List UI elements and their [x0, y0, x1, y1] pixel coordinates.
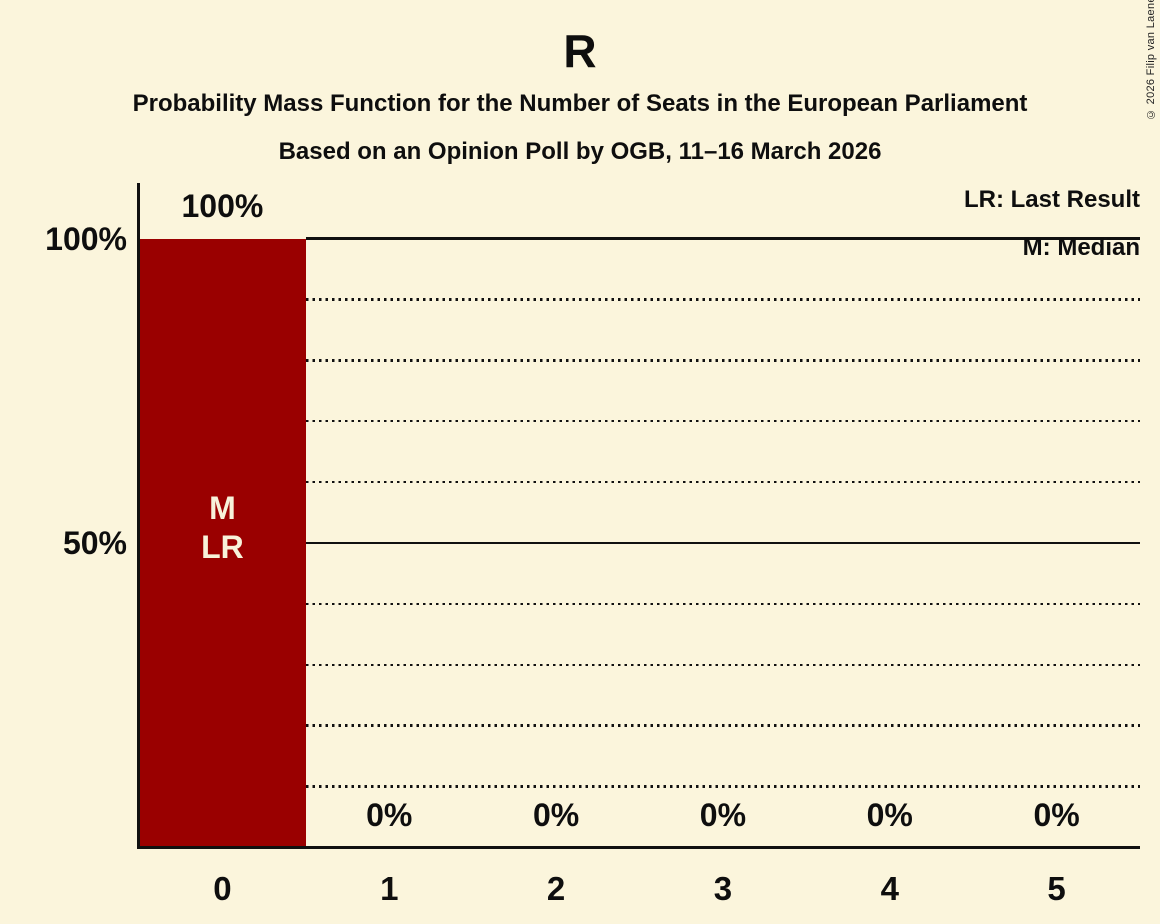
value-label-2: 0%	[532, 796, 580, 833]
gridline-80pct	[305, 359, 1140, 362]
gridline-90pct	[305, 298, 1140, 301]
x-tick-label-2: 2	[546, 870, 566, 907]
chart-source-line: Based on an Opinion Poll by OGB, 11–16 M…	[278, 138, 882, 165]
gridline-50pct	[305, 541, 1140, 545]
bar-seats-0	[140, 238, 306, 849]
legend-median-label: M: Median	[1022, 234, 1140, 261]
x-tick-label-3: 3	[713, 870, 733, 907]
legend-last-result-label: LR: Last Result	[963, 186, 1140, 213]
value-label-3: 0%	[699, 796, 747, 833]
value-label-0: 100%	[181, 187, 264, 224]
gridline-40pct	[305, 602, 1140, 606]
y-tick-label-50pct: 50%	[62, 525, 127, 561]
gridline-30pct	[305, 663, 1140, 667]
x-tick-label-0: 0	[213, 870, 232, 907]
gridline-20pct	[305, 724, 1140, 727]
y-tick-label-100pct: 100%	[45, 220, 127, 257]
chart-subtitle: Probability Mass Function for the Number…	[132, 90, 1028, 117]
gridline-70pct	[305, 419, 1140, 423]
y-axis-line	[137, 183, 140, 849]
chart-title: R	[563, 25, 597, 77]
x-axis-line	[137, 846, 1140, 849]
copyright-note: © 2026 Filip van Laenen	[1145, 0, 1157, 120]
value-label-5: 0%	[1033, 796, 1080, 833]
x-tick-label-4: 4	[880, 870, 899, 907]
gridline-60pct	[305, 480, 1140, 484]
x-tick-label-5: 5	[1047, 870, 1066, 907]
gridline-10pct	[305, 785, 1140, 788]
value-label-4: 0%	[866, 796, 913, 833]
bar-annotation-lr: LR	[201, 528, 244, 565]
bar-annotation-m: M	[209, 489, 236, 526]
value-label-1: 0%	[366, 796, 413, 833]
gridline-100pct	[305, 237, 1140, 240]
x-tick-label-1: 1	[380, 870, 399, 907]
